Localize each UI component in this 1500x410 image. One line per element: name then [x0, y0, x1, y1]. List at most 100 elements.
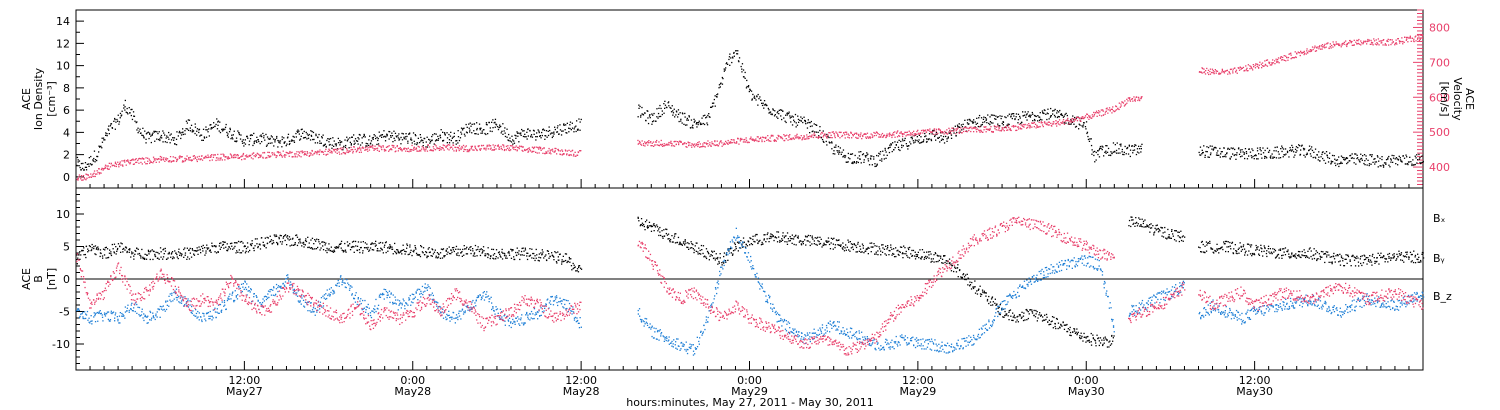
ion-density-point	[1278, 157, 1280, 159]
ion-density-point	[688, 115, 690, 117]
velocity-point	[705, 142, 707, 144]
velocity-point	[1283, 55, 1285, 57]
velocity-point	[1200, 71, 1202, 73]
bx-point	[532, 252, 534, 255]
ion-density-point	[515, 135, 517, 137]
velocity-point	[846, 133, 848, 135]
velocity-point	[776, 137, 778, 139]
velocity-point	[93, 170, 96, 172]
velocity-point	[952, 127, 954, 129]
ion-density-point	[808, 121, 810, 124]
velocity-point	[908, 130, 910, 132]
bx-point	[249, 249, 251, 252]
velocity-point	[522, 150, 524, 152]
ion-density-point	[785, 121, 787, 124]
ion-density-point	[1323, 159, 1325, 162]
ion-density-point	[322, 134, 324, 136]
ion-density-point	[541, 131, 543, 134]
velocity-point	[458, 149, 460, 152]
ion-density-point	[1294, 148, 1297, 150]
bx-point	[465, 248, 467, 250]
ion-density-point	[719, 86, 721, 88]
velocity-point	[1271, 63, 1273, 65]
velocity-point	[1414, 36, 1416, 38]
velocity-point	[241, 155, 244, 157]
ion-density-point	[766, 104, 768, 107]
velocity-point	[946, 132, 948, 134]
bx-point	[515, 251, 517, 254]
velocity-point	[886, 133, 888, 135]
ion-density-y-tick-label: 0	[63, 171, 70, 184]
bx-point	[392, 253, 394, 255]
velocity-point	[1407, 41, 1409, 43]
ion-density-point	[224, 126, 227, 128]
velocity-point	[217, 159, 219, 161]
velocity-point	[319, 149, 321, 151]
ion-density-point	[388, 130, 390, 133]
ion-density-point	[124, 99, 126, 102]
ion-density-point	[725, 67, 727, 69]
bx-point	[551, 254, 554, 257]
bx-point	[209, 249, 211, 251]
ion-density-point	[114, 128, 116, 130]
ion-density-point	[1414, 155, 1416, 157]
ion-density-point	[137, 132, 139, 134]
ion-density-point	[888, 151, 891, 154]
bx-point	[546, 250, 549, 252]
velocity-point	[797, 136, 799, 138]
velocity-point	[1404, 36, 1406, 38]
velocity-point	[839, 137, 841, 139]
ion-density-point	[571, 127, 574, 129]
ion-density-point	[442, 139, 445, 142]
bx-point	[578, 265, 580, 267]
velocity-point	[642, 143, 645, 145]
velocity-point	[772, 135, 774, 137]
velocity-point	[294, 153, 296, 155]
velocity-point	[832, 131, 834, 133]
velocity-point	[220, 158, 222, 160]
velocity-point	[985, 128, 987, 130]
velocity-point	[1067, 117, 1069, 120]
velocity-point	[1228, 71, 1230, 73]
velocity-point	[181, 156, 183, 158]
ion-density-point	[325, 145, 327, 148]
ion-density-point	[90, 155, 92, 158]
velocity-point	[730, 142, 732, 144]
ion-density-point	[88, 163, 90, 165]
velocity-point	[1400, 40, 1402, 43]
bx-point	[101, 255, 104, 257]
ion-density-point	[182, 131, 184, 133]
ion-density-point	[1297, 147, 1299, 149]
ion-density-point	[460, 133, 463, 135]
ion-density-point	[911, 138, 913, 140]
ion-density-point	[805, 123, 807, 125]
velocity-point	[480, 148, 482, 150]
velocity-point	[272, 154, 274, 156]
velocity-point	[1115, 105, 1117, 107]
ion-density-point	[1329, 152, 1331, 154]
velocity-point	[1283, 59, 1285, 61]
velocity-point	[493, 146, 495, 148]
ion-density-point	[420, 140, 422, 142]
ion-density-point	[473, 130, 475, 132]
ion-density-point	[1105, 145, 1107, 147]
velocity-point	[1093, 113, 1096, 116]
ion-density-point	[1356, 154, 1358, 156]
ion-density-point	[858, 151, 860, 153]
ion-density-point	[1111, 152, 1113, 154]
velocity-point	[188, 158, 190, 160]
bx-point	[331, 250, 333, 252]
velocity-point	[975, 128, 977, 131]
ion-density-point	[1299, 145, 1301, 147]
velocity-point	[807, 136, 810, 138]
velocity-point	[1046, 124, 1048, 126]
velocity-point	[1062, 122, 1064, 124]
ion-density-point	[202, 139, 204, 141]
velocity-point	[274, 154, 276, 156]
ion-density-point	[935, 139, 937, 141]
ion-density-point	[743, 76, 745, 78]
velocity-point	[1410, 40, 1412, 42]
ion-density-point	[551, 136, 553, 139]
ion-density-point	[844, 156, 846, 159]
velocity-point	[333, 149, 335, 151]
